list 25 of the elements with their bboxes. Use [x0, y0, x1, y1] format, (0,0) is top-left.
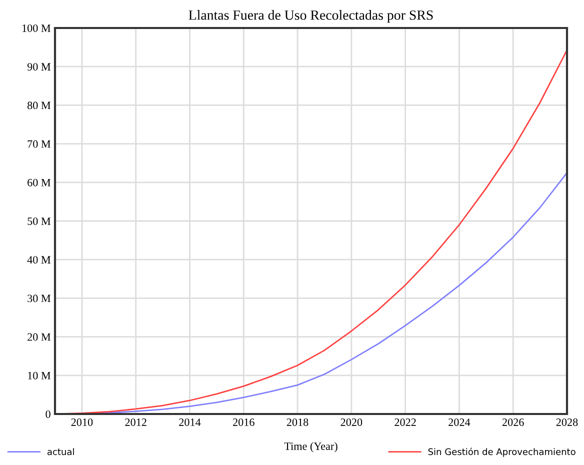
x-tick-label: 2014: [179, 418, 201, 426]
y-tick-label: 60 M: [28, 178, 51, 186]
chart-title: Llantas Fuera de Uso Recolectadas por SRS: [188, 10, 433, 23]
legend-label: actual: [47, 448, 74, 456]
x-tick-label: 2024: [448, 418, 470, 426]
y-tick-label: 100 M: [22, 24, 51, 32]
y-tick-label: 10 M: [28, 372, 51, 380]
x-tick-label: 2016: [233, 418, 254, 426]
y-tick-label: 80 M: [27, 102, 51, 110]
x-axis-title: Time (Year): [284, 442, 338, 452]
x-tick-label: 2026: [502, 418, 524, 426]
legend-label: Sin Gestión de Aprovechamiento: [428, 448, 576, 457]
y-tick-label: 20 M: [28, 333, 51, 341]
x-tick-label: 2010: [71, 418, 93, 426]
y-tick-label: 0: [46, 410, 50, 418]
y-tick-label: 90 M: [27, 63, 51, 71]
y-tick-label: 70 M: [28, 140, 51, 148]
x-tick-label: 2020: [340, 418, 362, 426]
x-tick-label: 2022: [394, 418, 416, 426]
y-tick-label: 50 M: [28, 217, 51, 225]
y-tick-label: 40 M: [27, 256, 51, 264]
x-tick-label: 2018: [286, 418, 308, 426]
y-tick-label: 30 M: [28, 294, 51, 302]
x-tick-label: 2012: [125, 418, 146, 426]
x-tick-label: 2028: [556, 418, 578, 426]
